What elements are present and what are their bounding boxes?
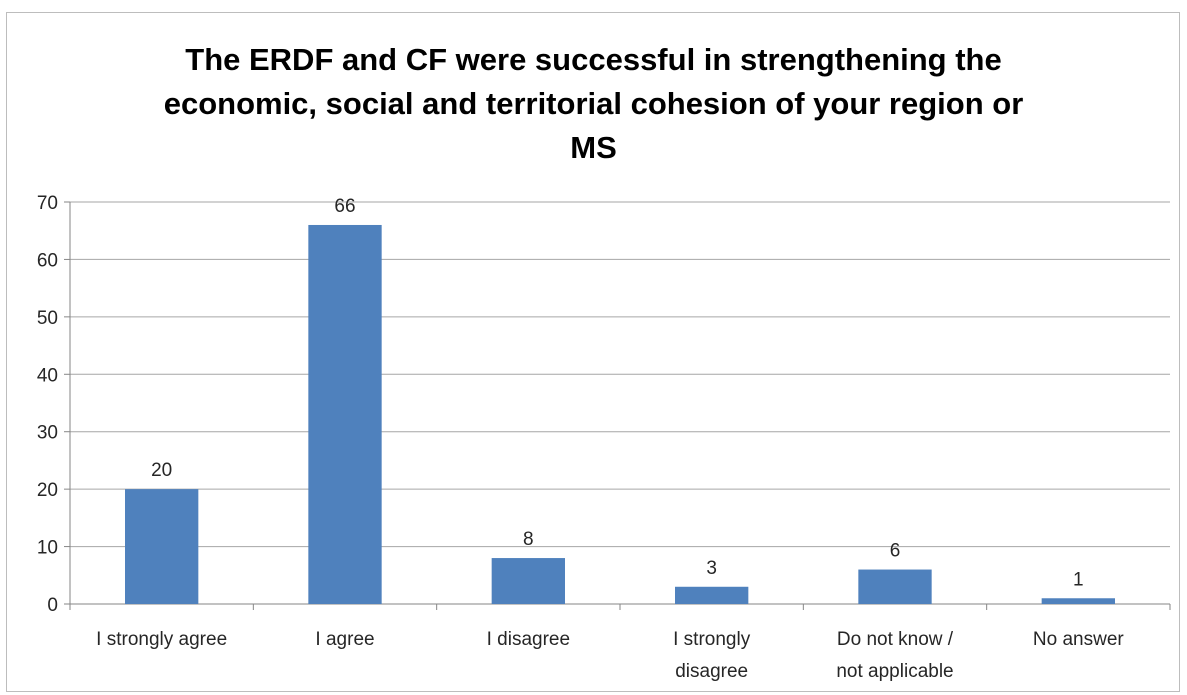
- chart-frame: [6, 12, 1180, 692]
- y-tick-label: 40: [37, 365, 58, 386]
- category-label: I agree: [315, 629, 374, 650]
- data-label: 66: [334, 196, 355, 217]
- bar: [675, 586, 749, 604]
- category-label: I strongly: [673, 629, 751, 650]
- y-tick-label: 0: [47, 595, 58, 616]
- data-label: 8: [523, 529, 534, 550]
- y-tick-label: 20: [37, 480, 58, 501]
- chart-title: The ERDF and CF were successful in stren…: [60, 38, 1127, 170]
- bar: [1041, 598, 1115, 604]
- chart-title-line-2: economic, social and territorial cohesio…: [163, 86, 1024, 121]
- category-label: No answer: [1033, 629, 1124, 650]
- category-label: I disagree: [487, 629, 570, 650]
- category-label: Do not know /: [837, 629, 954, 650]
- y-tick-label: 10: [37, 538, 58, 559]
- bar: [858, 569, 932, 604]
- y-tick-label: 30: [37, 423, 58, 444]
- category-label: I strongly agree: [96, 629, 227, 650]
- data-label: 1: [1073, 569, 1084, 590]
- data-label: 3: [706, 558, 717, 579]
- bar: [308, 224, 382, 604]
- bar: [125, 489, 199, 604]
- data-label: 6: [890, 541, 901, 562]
- category-label: not applicable: [836, 661, 953, 682]
- chart-title-line-3: MS: [570, 130, 617, 165]
- bar: [491, 558, 565, 604]
- y-tick-label: 50: [37, 308, 58, 329]
- y-tick-label: 60: [37, 250, 58, 271]
- chart-title-line-1: The ERDF and CF were successful in stren…: [185, 42, 1002, 77]
- category-label: disagree: [675, 661, 748, 682]
- data-label: 20: [151, 460, 172, 481]
- y-tick-label: 70: [37, 193, 58, 214]
